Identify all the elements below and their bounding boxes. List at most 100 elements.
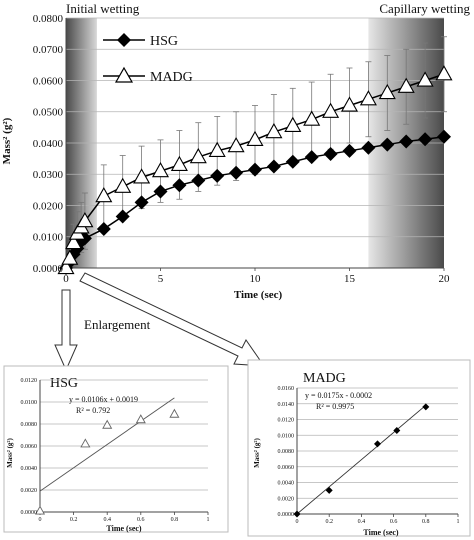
y-tick-label: 0.0100 <box>21 400 38 406</box>
y-tick-label: 0.0100 <box>278 433 295 439</box>
y-tick-label: 0.0000 <box>278 512 295 518</box>
madg-point <box>65 233 83 250</box>
madg-point <box>95 186 113 203</box>
hsg-y-axis-label: Mass² (g²) <box>6 438 14 468</box>
hsg-point <box>304 150 319 165</box>
x-tick-label: 0.4 <box>358 519 366 525</box>
x-tick-label: 20 <box>439 273 451 285</box>
madg-point <box>397 77 415 93</box>
main-legend: HSG MADG <box>103 33 193 85</box>
hsg-point <box>191 173 206 188</box>
legend-madg-marker <box>114 66 134 83</box>
hsg-trendline <box>39 397 175 492</box>
madg-point <box>359 90 377 106</box>
legend-hsg-marker <box>117 33 131 47</box>
madg-inset-point <box>393 427 401 435</box>
madg-point <box>265 122 283 139</box>
hsg-point <box>229 165 244 180</box>
hsg-inset-chart: HSG 0.0000 0.0020 0.0040 0.0060 0.0080 0.0100… <box>3 365 229 533</box>
hsg-inset-point <box>102 419 113 429</box>
madg-trendline <box>296 404 427 515</box>
x-tick-label: 1 <box>207 517 210 523</box>
madg-point <box>246 130 264 147</box>
legend-hsg-label: HSG <box>150 34 178 49</box>
madg-point <box>303 110 321 126</box>
hsg-point <box>380 137 395 152</box>
y-tick-label: 0.0120 <box>278 418 295 424</box>
y-tick-label: 0.0400 <box>33 138 64 150</box>
madg-point <box>133 168 151 184</box>
enlargement-arrow-down <box>54 289 78 372</box>
y-tick-label: 0.0200 <box>33 200 64 212</box>
x-tick-label: 0 <box>39 517 42 523</box>
madg-grid <box>297 387 458 499</box>
madg-inset-title: MADG <box>303 371 346 386</box>
madg-inset-point <box>293 510 301 518</box>
y-tick-label: 0.0000 <box>21 510 38 516</box>
y-tick-label: 0.0100 <box>33 232 64 244</box>
hsg-inset-point <box>169 408 180 418</box>
hsg-grid <box>40 379 208 491</box>
madg-inset-point <box>374 440 381 448</box>
x-tick-label: 15 <box>344 273 356 285</box>
hsg-point <box>266 159 281 174</box>
hsg-point <box>153 184 168 199</box>
y-tick-label: 0.0020 <box>21 488 38 494</box>
hsg-point <box>172 178 187 193</box>
y-tick-label: 0.0080 <box>21 422 38 428</box>
madg-tick-labels: 0.0000 0.0020 0.0040 0.0060 0.0080 0.0100 0.01… <box>278 386 460 525</box>
madg-point <box>416 71 434 87</box>
y-tick-label: 0.0120 <box>21 378 38 384</box>
madg-point <box>61 249 79 265</box>
madg-axes <box>296 388 459 517</box>
madg-point <box>227 136 245 153</box>
x-tick-label: 10 <box>250 273 262 285</box>
hsg-point <box>361 140 376 155</box>
hsg-r2: R² = 0.792 <box>76 406 110 415</box>
x-tick-label: 0.8 <box>422 519 430 525</box>
hsg-point <box>342 143 357 158</box>
x-tick-label: 0.2 <box>70 517 78 523</box>
madg-point <box>322 102 340 118</box>
y-tick-label: 0.0600 <box>33 75 64 87</box>
y-tick-label: 0.0500 <box>33 107 64 119</box>
y-tick-label: 0.0040 <box>21 466 38 472</box>
hsg-point <box>418 132 433 147</box>
x-tick-label: 0.4 <box>103 517 111 523</box>
hsg-trendline-segment <box>39 397 175 492</box>
x-tick-label: 0.6 <box>137 517 145 523</box>
madg-point <box>57 258 75 275</box>
madg-point <box>208 141 226 157</box>
legend-madg-label: MADG <box>150 70 193 85</box>
y-tick-label: 0.0140 <box>278 402 295 408</box>
madg-point <box>76 211 94 228</box>
main-series <box>57 65 453 275</box>
madg-inset-point <box>422 403 430 411</box>
madg-point <box>435 65 453 81</box>
madg-point <box>170 155 188 172</box>
madg-point <box>340 96 359 112</box>
main-x-axis-label: Time (sec) <box>234 289 283 301</box>
initial-wetting-label: Initial wetting <box>66 1 140 16</box>
hsg-points <box>34 408 180 515</box>
y-tick-label: 0.0040 <box>278 481 295 487</box>
hsg-point <box>134 195 149 210</box>
y-tick-label: 0.0000 <box>33 263 64 275</box>
y-tick-label: 0.0700 <box>33 44 64 56</box>
x-tick-label: 0 <box>296 519 299 525</box>
madg-trendline-segment <box>296 404 427 515</box>
y-tick-label: 0.0060 <box>278 465 295 471</box>
y-tick-label: 0.0300 <box>33 169 64 181</box>
y-tick-label: 0.0160 <box>278 386 295 392</box>
hsg-point <box>115 209 130 224</box>
hsg-x-axis-label: Time (sec) <box>106 524 142 533</box>
madg-equation: y = 0.0175x - 0.0002 <box>305 391 372 400</box>
hsg-inset-point <box>80 438 91 448</box>
hsg-point <box>323 146 338 161</box>
x-tick-label: 0.8 <box>171 517 179 523</box>
madg-point <box>189 147 207 164</box>
main-tick-labels: 0.0000 0.0100 0.0200 0.0300 0.0400 0.0500 0.06… <box>33 13 450 285</box>
madg-inset-chart: MADG 0.0000 0.0020 0.0040 0.0060 0.0080 0.010… <box>247 359 471 537</box>
hsg-inset-title: HSG <box>50 376 78 391</box>
madg-x-axis-label: Time (sec) <box>363 528 399 537</box>
